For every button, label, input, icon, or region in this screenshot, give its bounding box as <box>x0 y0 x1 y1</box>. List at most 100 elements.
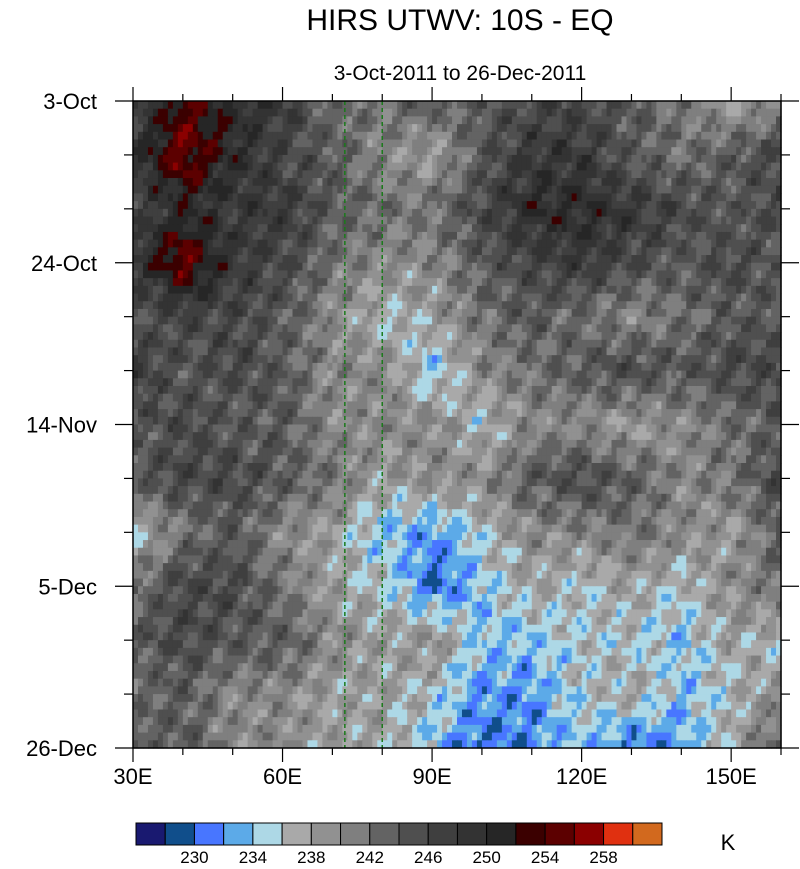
heatmap-cell <box>501 355 508 364</box>
heatmap-cell <box>696 178 702 187</box>
heatmap-cell <box>182 393 189 402</box>
heatmap-cell <box>531 162 538 171</box>
heatmap-cell <box>292 270 299 279</box>
heatmap-cell <box>616 355 623 364</box>
heatmap-cell <box>232 316 239 325</box>
heatmap-cell <box>352 339 358 349</box>
heatmap-cell <box>521 247 528 256</box>
heatmap-cell <box>586 154 593 164</box>
heatmap-cell <box>516 316 523 325</box>
heatmap-cell <box>437 262 443 272</box>
heatmap-cell <box>481 308 488 318</box>
heatmap-cell <box>531 124 538 133</box>
heatmap-cell <box>471 385 478 395</box>
heatmap-cell <box>771 293 777 302</box>
heatmap-cell <box>691 224 697 233</box>
heatmap-cell <box>766 131 772 141</box>
heatmap-cell <box>332 178 338 187</box>
heatmap-cell <box>137 339 144 349</box>
heatmap-cell <box>601 362 608 372</box>
heatmap-cell <box>172 101 179 110</box>
heatmap-cell <box>157 247 164 256</box>
heatmap-cell <box>232 332 239 341</box>
heatmap-cell <box>511 116 518 125</box>
heatmap-cell <box>387 170 393 179</box>
heatmap-cell <box>347 347 353 356</box>
heatmap-cell <box>736 154 742 164</box>
heatmap-cell <box>601 332 608 341</box>
heatmap-cell <box>776 385 782 395</box>
heatmap-cell <box>466 124 473 133</box>
heatmap-cell <box>312 162 319 171</box>
heatmap-cell <box>711 124 717 133</box>
heatmap-cell <box>626 362 633 372</box>
heatmap-cell <box>666 147 672 156</box>
heatmap-cell <box>327 201 333 210</box>
heatmap-cell <box>292 193 299 202</box>
heatmap-cell <box>357 139 363 148</box>
heatmap-cell <box>616 339 623 349</box>
heatmap-cell <box>332 124 338 133</box>
heatmap-cell <box>536 239 543 248</box>
heatmap-cell <box>222 293 229 302</box>
heatmap-cell <box>417 270 423 279</box>
heatmap-cell <box>666 193 672 202</box>
heatmap-cell <box>741 285 747 295</box>
heatmap-cell <box>457 147 463 156</box>
heatmap-cell <box>751 293 757 302</box>
heatmap-cell <box>601 139 608 148</box>
heatmap-cell <box>531 178 538 187</box>
heatmap-cell <box>262 170 269 179</box>
heatmap-cell <box>387 385 393 395</box>
heatmap-cell <box>162 139 169 148</box>
heatmap-cell <box>397 308 403 318</box>
heatmap-cell <box>761 247 767 256</box>
heatmap-cell <box>716 301 722 310</box>
heatmap-cell <box>372 285 378 295</box>
heatmap-cell <box>741 208 747 218</box>
heatmap-cell <box>516 339 523 349</box>
heatmap-cell <box>621 278 628 287</box>
heatmap-cell <box>292 332 299 341</box>
heatmap-cell <box>611 362 618 372</box>
heatmap-cell <box>312 101 319 110</box>
heatmap-cell <box>711 301 717 310</box>
heatmap-cell <box>666 247 672 256</box>
heatmap-cell <box>586 385 593 395</box>
heatmap-cell <box>292 154 299 164</box>
heatmap-cell <box>741 347 747 356</box>
heatmap-cell <box>771 201 777 210</box>
heatmap-cell <box>442 224 448 233</box>
heatmap-cell <box>262 216 269 225</box>
heatmap-cell <box>696 347 702 356</box>
heatmap-cell <box>332 101 338 110</box>
heatmap-cell <box>377 362 383 372</box>
heatmap-cell <box>197 308 204 318</box>
heatmap-cell <box>546 131 553 141</box>
heatmap-cell <box>521 270 528 279</box>
heatmap-cell <box>217 185 224 195</box>
heatmap-cell <box>252 339 259 349</box>
heatmap-cell <box>347 278 353 287</box>
heatmap-cell <box>646 101 652 110</box>
heatmap-cell <box>197 208 204 218</box>
heatmap-cell <box>466 378 473 387</box>
heatmap-cell <box>133 170 139 179</box>
heatmap-cell <box>526 170 533 179</box>
heatmap-cell <box>681 347 687 356</box>
heatmap-cell <box>322 332 328 341</box>
heatmap-cell <box>177 178 184 187</box>
heatmap-cell <box>646 239 652 248</box>
heatmap-cell <box>207 316 214 325</box>
heatmap-cell <box>222 216 229 225</box>
heatmap-cell <box>242 124 249 133</box>
heatmap-cell <box>461 154 468 164</box>
heatmap-cell <box>616 208 623 218</box>
heatmap-cell <box>651 370 657 379</box>
heatmap-cell <box>691 231 697 241</box>
heatmap-cell <box>716 324 722 333</box>
heatmap-cell <box>327 293 333 302</box>
heatmap-cell <box>422 308 428 318</box>
heatmap-cell <box>536 293 543 302</box>
heatmap-cell <box>437 139 443 148</box>
